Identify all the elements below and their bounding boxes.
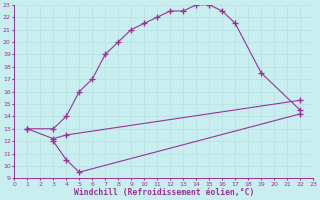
X-axis label: Windchill (Refroidissement éolien,°C): Windchill (Refroidissement éolien,°C) — [74, 188, 254, 197]
